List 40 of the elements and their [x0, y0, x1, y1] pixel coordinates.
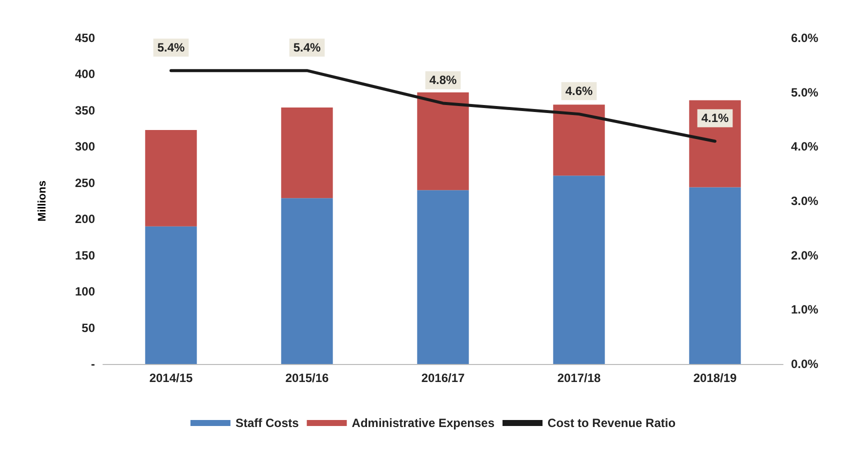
data-label: 4.8% [429, 73, 457, 88]
y2-tick-label: 3.0% [791, 194, 819, 208]
data-label: 5.4% [157, 40, 185, 55]
data-label: 5.4% [293, 40, 321, 55]
x-tick-label: 2016/17 [421, 371, 466, 385]
y-tick-label: 200 [74, 212, 96, 226]
bar [281, 198, 333, 364]
y-tick-label: 50 [82, 320, 96, 335]
legend-label: Cost to Revenue Ratio [548, 416, 676, 430]
y2-tick-label: 6.0% [791, 31, 819, 45]
bar [553, 104, 605, 176]
y-tick-label: 150 [74, 248, 96, 262]
y-tick-label: 350 [74, 103, 96, 118]
y2-tick-label: 4.0% [791, 140, 819, 154]
y2-tick-label: 5.0% [791, 85, 819, 100]
y-axis-title: Millions [36, 180, 48, 222]
bar [689, 187, 741, 364]
y2-tick-label: 2.0% [791, 248, 819, 262]
y-tick-label: 400 [74, 67, 96, 82]
x-tick-label: 2014/15 [149, 371, 194, 385]
y-tick-label: - [91, 357, 95, 371]
x-tick-label: 2018/19 [693, 371, 738, 385]
bar [145, 130, 197, 226]
y2-tick-label: 0.0% [791, 357, 819, 371]
legend-label: Staff Costs [235, 416, 300, 430]
bar [417, 190, 469, 364]
bar [417, 92, 469, 190]
x-tick-label: 2017/18 [557, 371, 602, 385]
bar [145, 226, 197, 364]
y-tick-label: 300 [74, 140, 96, 154]
y-tick-label: 100 [74, 284, 96, 299]
bar [553, 176, 605, 364]
y-tick-label: 450 [74, 31, 96, 45]
x-tick-label: 2015/16 [285, 371, 330, 385]
legend-label: Administrative Expenses [352, 416, 495, 430]
y2-tick-label: 1.0% [791, 302, 819, 317]
y-tick-label: 250 [74, 176, 96, 190]
data-label: 4.1% [701, 111, 729, 126]
data-label: 4.6% [565, 84, 593, 98]
bar [281, 108, 333, 198]
